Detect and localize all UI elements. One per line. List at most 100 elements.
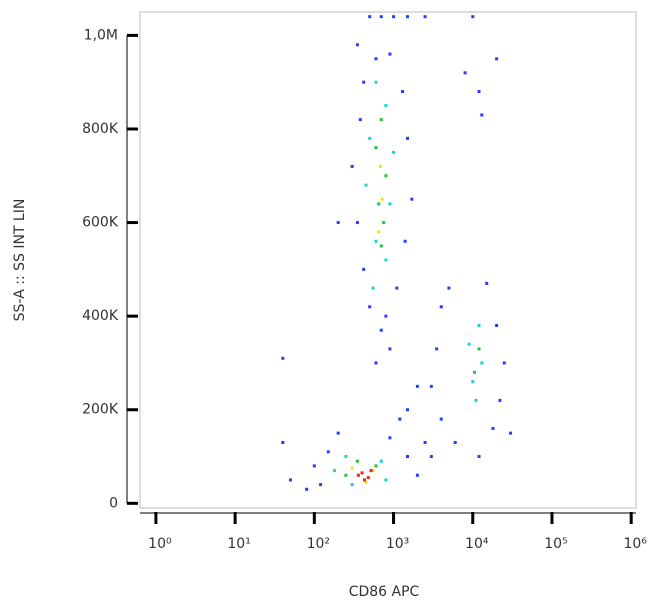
point: [344, 455, 348, 459]
point: [471, 380, 475, 384]
point: [362, 80, 366, 84]
point: [377, 202, 381, 206]
point: [363, 478, 367, 482]
x-tick-label: 10⁰: [148, 536, 172, 552]
point: [379, 15, 383, 19]
point: [281, 440, 285, 444]
x-tick-label: 10⁴: [465, 536, 489, 552]
point: [384, 478, 388, 482]
point: [374, 239, 378, 243]
point: [472, 370, 476, 374]
point: [344, 473, 348, 477]
point: [405, 408, 409, 412]
point: [374, 57, 378, 61]
point: [305, 487, 309, 491]
point: [333, 469, 337, 473]
point: [350, 164, 354, 168]
y-axis-label: SS-A :: SS INT LIN: [12, 199, 28, 322]
point: [388, 202, 392, 206]
point: [495, 324, 499, 328]
point: [471, 15, 475, 19]
point: [485, 281, 489, 285]
point: [364, 480, 368, 484]
point: [453, 440, 457, 444]
point: [415, 384, 419, 388]
point: [477, 347, 481, 351]
point: [371, 469, 375, 473]
x-tick-label: 10¹: [227, 536, 250, 552]
point: [384, 314, 388, 318]
point: [380, 197, 384, 201]
y-tick-label: 1,0M: [84, 27, 118, 43]
point: [429, 455, 433, 459]
point: [463, 71, 467, 75]
point: [368, 305, 372, 309]
point: [355, 221, 359, 225]
x-tick-label: 10²: [307, 536, 330, 552]
point: [336, 431, 340, 435]
point: [384, 104, 388, 108]
point: [368, 136, 372, 140]
point: [447, 286, 451, 290]
point: [281, 356, 285, 360]
point: [467, 342, 471, 346]
point: [423, 15, 427, 19]
point: [356, 473, 360, 477]
point: [415, 473, 419, 477]
point: [355, 459, 359, 463]
point: [401, 90, 405, 94]
point: [439, 305, 443, 309]
point: [477, 455, 481, 459]
point: [498, 398, 502, 402]
point: [358, 118, 362, 122]
point: [477, 90, 481, 94]
y-tick-label: 0: [109, 495, 118, 511]
x-tick-label: 10⁵: [544, 536, 567, 552]
point: [379, 244, 383, 248]
point: [435, 347, 439, 351]
point: [350, 483, 354, 487]
y-tick-label: 200K: [82, 402, 119, 418]
point: [474, 398, 478, 402]
point: [364, 183, 368, 187]
y-tick-label: 800K: [82, 121, 119, 137]
point: [439, 417, 443, 421]
point: [405, 136, 409, 140]
point: [403, 239, 407, 243]
point: [388, 347, 392, 351]
point: [319, 483, 323, 487]
point: [350, 466, 354, 470]
point: [392, 150, 396, 154]
point: [509, 431, 513, 435]
point: [379, 459, 383, 463]
point: [377, 230, 381, 234]
point: [374, 464, 378, 468]
point: [395, 286, 399, 290]
point: [429, 384, 433, 388]
point: [360, 471, 364, 475]
point: [384, 174, 388, 178]
point: [288, 478, 292, 482]
point: [355, 43, 359, 47]
point: [392, 15, 396, 19]
point: [312, 464, 316, 468]
point: [495, 57, 499, 61]
point: [366, 476, 370, 480]
point: [423, 440, 427, 444]
point: [374, 146, 378, 150]
y-tick-label: 400K: [82, 308, 119, 324]
point: [491, 426, 495, 430]
point: [362, 267, 366, 271]
point: [379, 118, 383, 122]
point: [477, 324, 481, 328]
y-tick-label: 600K: [82, 215, 119, 231]
point: [398, 417, 402, 421]
point: [378, 164, 382, 168]
point: [374, 361, 378, 365]
point: [480, 361, 484, 365]
point: [326, 450, 330, 454]
point: [374, 80, 378, 84]
point: [371, 286, 375, 290]
x-tick-label: 10³: [386, 536, 409, 552]
